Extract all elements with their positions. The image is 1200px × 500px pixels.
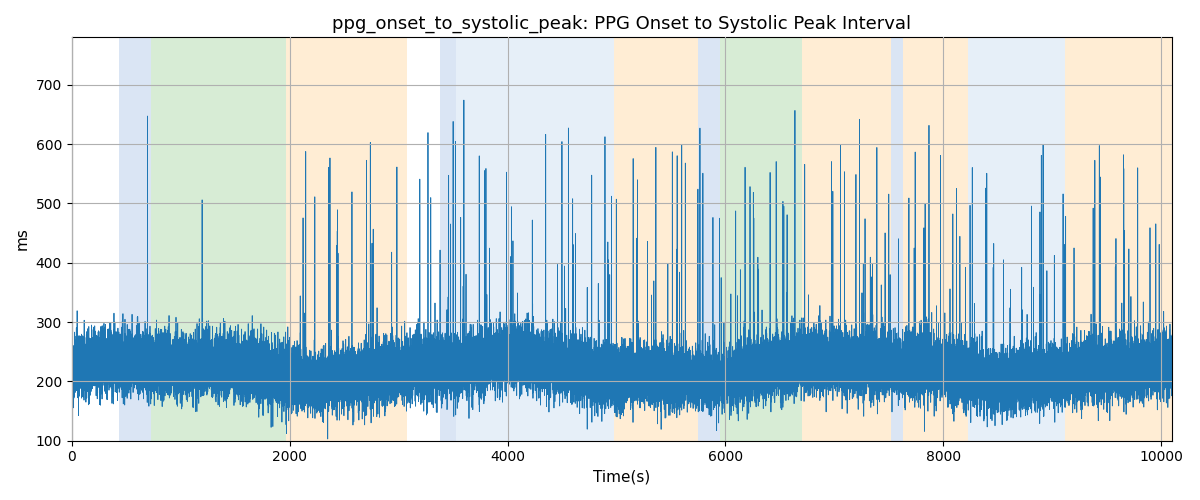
Bar [119,38,151,440]
Bar [904,38,968,440]
Bar [892,38,904,440]
Title: ppg_onset_to_systolic_peak: PPG Onset to Systolic Peak Interval: ppg_onset_to_systolic_peak: PPG Onset to… [332,15,912,34]
Bar [720,38,802,440]
Bar [968,38,1066,440]
X-axis label: Time(s): Time(s) [593,470,650,485]
Bar [698,38,720,440]
Bar [440,38,456,440]
Bar [802,38,892,440]
Bar [614,38,674,440]
Bar [674,38,698,440]
Bar [151,38,287,440]
Bar [1066,38,1172,440]
Y-axis label: ms: ms [16,228,30,250]
Bar [287,38,407,440]
Bar [456,38,614,440]
